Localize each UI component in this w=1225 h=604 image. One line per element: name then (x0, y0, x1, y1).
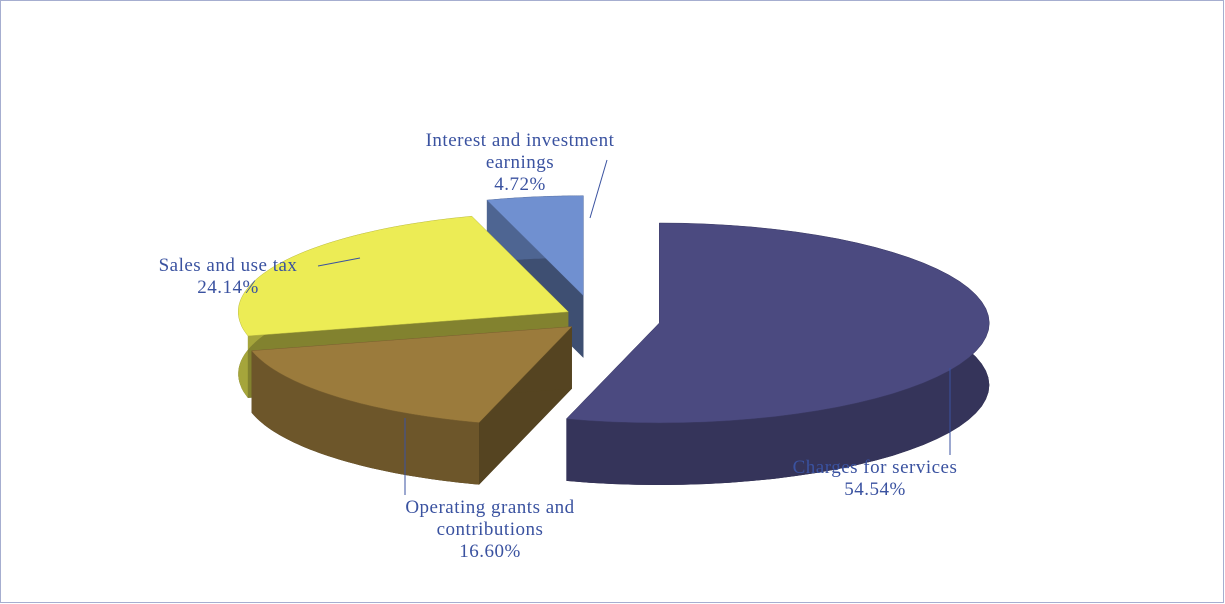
slice-label: Operating grants and contributions 16.60% (375, 497, 605, 563)
slice-name: Operating grants and contributions (405, 497, 575, 540)
slice-value: 54.54% (844, 479, 906, 500)
leader-line (589, 159, 608, 219)
slice-label: Charges for services 54.54% (760, 457, 990, 501)
slice (486, 195, 584, 297)
slice-label: Sales and use tax 24.14% (118, 255, 338, 299)
slice-value: 4.72% (494, 174, 546, 195)
slice-wall (251, 350, 480, 485)
slice (238, 215, 569, 337)
leader-line (317, 257, 361, 267)
slice-value: 16.60% (459, 541, 521, 562)
slice-group (238, 215, 569, 398)
slice-label: Interest and investment earnings 4.72% (420, 130, 620, 196)
slice-name: Sales and use tax (158, 255, 298, 276)
slice (565, 222, 990, 424)
slice-name: Interest and investment earnings (425, 130, 615, 173)
slice-name: Charges for services (792, 457, 958, 478)
slice-group (251, 326, 573, 485)
slice-value: 24.14% (197, 277, 259, 298)
slice (251, 326, 573, 423)
slice-group (565, 222, 990, 485)
